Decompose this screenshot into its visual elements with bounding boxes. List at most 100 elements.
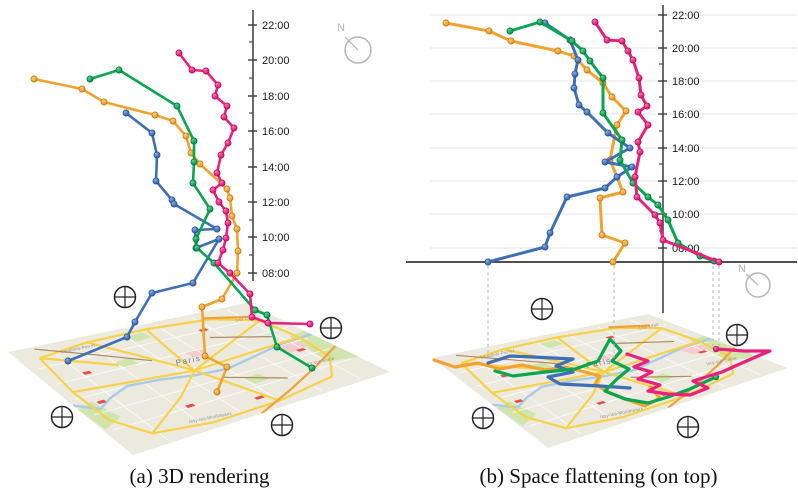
trajectory-green-point — [173, 102, 181, 110]
map-road-major — [503, 348, 605, 374]
plus-marker[interactable] — [676, 415, 700, 439]
trajectories-b — [442, 18, 723, 266]
map-red-badge — [184, 403, 196, 408]
tick-label: 22:00 — [672, 10, 700, 22]
trajectory-magenta-point — [213, 169, 221, 177]
map-red-badge — [596, 400, 607, 405]
trajectory-orange-point — [213, 388, 221, 396]
map-road-major — [556, 336, 605, 373]
plus-marker[interactable] — [113, 285, 137, 309]
trajectory-orange-point — [233, 225, 241, 233]
flat-track-magenta-end-point — [712, 345, 720, 353]
trajectory-orange-point — [223, 363, 231, 371]
trajectory-magenta-point — [214, 259, 222, 267]
plus-marker[interactable] — [471, 406, 495, 430]
trajectory-green-point — [189, 179, 197, 187]
tick-label: 20:00 — [672, 43, 700, 55]
trajectory-magenta-a — [175, 49, 314, 328]
plus-marker[interactable] — [319, 316, 343, 340]
map-road-major — [491, 370, 605, 394]
trajectory-magenta-point — [591, 18, 599, 26]
map-road-major — [39, 357, 119, 367]
trajectory-green-point — [115, 66, 123, 74]
map-label: Ivry-sur-Seine — [706, 355, 737, 366]
map-road-major — [565, 371, 605, 429]
trajectory-blue-point — [213, 225, 221, 233]
trajectory-orange-point — [228, 212, 236, 220]
trajectory-magenta-point — [636, 148, 644, 156]
map-label: Levallois-Perret — [61, 342, 96, 354]
trajectory-magenta-point — [188, 66, 196, 74]
map-street-minor — [511, 349, 730, 414]
trajectory-blue-point — [148, 129, 156, 137]
trajectory-orange-point — [554, 47, 562, 55]
trajectory-magenta-point — [264, 319, 272, 327]
map-road-major — [603, 370, 686, 398]
trajectory-blue-b — [484, 19, 636, 266]
trajectory-green-point — [616, 156, 624, 164]
map-road-major — [38, 318, 334, 435]
trajectory-green-point — [654, 201, 662, 209]
trajectory-blue-line — [486, 21, 634, 264]
trajectory-green-point — [86, 75, 94, 83]
trajectory-orange-point — [507, 37, 515, 45]
trajectory-blue-point — [604, 129, 612, 137]
trajectory-green-point — [193, 244, 201, 252]
trajectory-orange-point — [622, 107, 630, 115]
trajectory-magenta-point — [209, 186, 217, 194]
compass-a[interactable]: N — [337, 22, 372, 64]
trajectory-magenta-point — [224, 139, 232, 147]
map-road-major — [194, 369, 281, 402]
map-park — [78, 401, 121, 430]
trajectory-blue-point — [626, 144, 634, 152]
trajectory-magenta-point — [634, 108, 642, 116]
caption-panel-a: (a) 3D rendering — [129, 464, 270, 488]
trajectory-green-point — [190, 158, 198, 166]
map-zone — [677, 343, 709, 355]
trajectory-orange-point — [196, 160, 204, 168]
trajectory-magenta-point — [202, 67, 210, 75]
trajectory-blue-point — [148, 289, 156, 297]
map-street-minor — [191, 317, 322, 391]
map-park — [539, 340, 564, 349]
map-red-badge — [295, 347, 307, 352]
map-road-major — [194, 336, 300, 372]
trajectory-magenta-point — [633, 193, 641, 201]
compass-north-label: N — [738, 263, 746, 275]
tick-label: 22:00 — [262, 20, 290, 32]
map-road-major — [603, 340, 700, 374]
compass-circle — [344, 36, 372, 64]
trajectory-magenta-point — [230, 124, 238, 132]
trajectory-green-line — [508, 20, 716, 263]
trajectory-magenta-point — [219, 246, 227, 254]
trajectory-green-point — [664, 216, 672, 224]
trajectory-orange-point — [100, 98, 108, 106]
map-park — [126, 332, 153, 342]
trajectory-magenta-line — [177, 51, 312, 326]
trajectory-green-point — [506, 27, 514, 35]
compass-b[interactable]: N — [738, 263, 771, 298]
plus-marker[interactable] — [50, 405, 74, 429]
plus-marker[interactable] — [530, 297, 554, 321]
trajectory-green-point — [273, 343, 281, 351]
trajectory-orange-point — [151, 111, 159, 119]
plus-marker[interactable] — [725, 323, 749, 347]
time-axis-a: 22:00 20:00 18:00 16:00 14:00 12:00 10:00 08:00 — [248, 10, 290, 281]
trajectory-blue-point — [64, 357, 72, 365]
trajectory-blue-point — [570, 84, 578, 92]
trajectory-green-point — [568, 37, 576, 45]
tick-label: 10:00 — [672, 209, 700, 221]
trajectory-magenta-point — [217, 151, 225, 159]
trajectory-orange-point — [30, 75, 38, 83]
map-street-minor — [467, 353, 581, 434]
trajectory-magenta-point — [224, 219, 232, 227]
tick-label: 16:00 — [672, 109, 700, 121]
trajectory-green-point — [206, 205, 214, 213]
trajectory-orange-point — [198, 303, 206, 311]
trajectory-blue-point — [131, 318, 139, 326]
plus-marker[interactable] — [270, 413, 294, 437]
trajectory-orange-point — [596, 194, 604, 202]
